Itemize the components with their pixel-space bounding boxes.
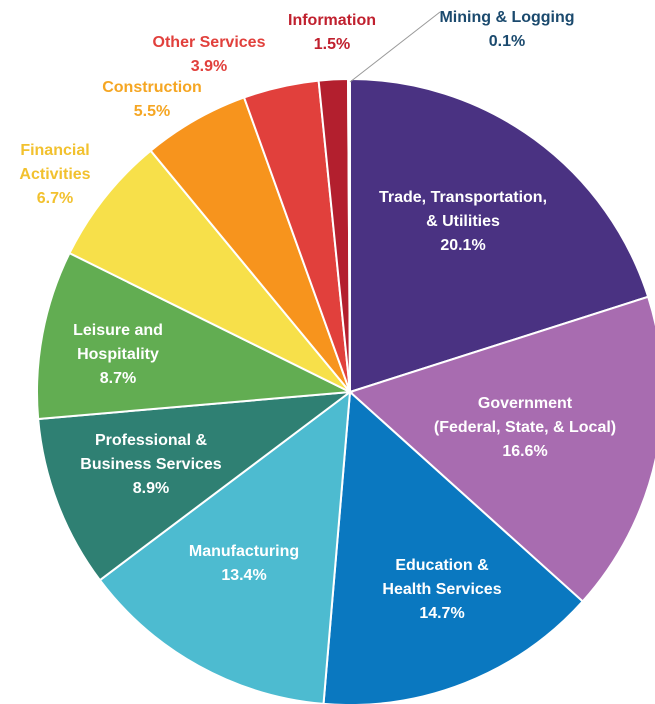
- pie-slice: [322, 389, 585, 704]
- label-line: Mining & Logging: [439, 9, 574, 26]
- value-label: 13.4%: [221, 567, 266, 584]
- label-line: Hospitality: [77, 346, 159, 363]
- pie-slice: [347, 77, 351, 393]
- label-line: (Federal, State, & Local): [434, 419, 616, 436]
- label-line: Trade, Transportation,: [379, 189, 547, 206]
- label-line: Activities: [19, 166, 90, 183]
- value-label: 3.9%: [191, 58, 227, 75]
- value-label: 20.1%: [440, 237, 485, 254]
- category-label: Information: [288, 12, 376, 29]
- label-line: Leisure and: [73, 322, 163, 339]
- value-label: 14.7%: [419, 605, 464, 622]
- value-label: 8.9%: [133, 480, 169, 497]
- label-line: Information: [288, 12, 376, 29]
- category-label: Financial Activities: [19, 142, 90, 183]
- category-label: Professional & Business Services: [80, 432, 222, 473]
- value-label: 5.5%: [134, 103, 170, 120]
- value-label: 6.7%: [37, 190, 73, 207]
- label-line: Professional &: [95, 432, 207, 449]
- label-line: Manufacturing: [189, 543, 299, 560]
- pie-slice: [348, 295, 655, 603]
- category-label: Government (Federal, State, & Local): [434, 395, 616, 436]
- pie-slice: [98, 389, 352, 704]
- pie-slice: [37, 390, 354, 582]
- leader-line: [349, 11, 441, 83]
- value-label: 8.7%: [100, 370, 136, 387]
- label-line: & Utilities: [426, 213, 500, 230]
- value-label: 1.5%: [314, 36, 350, 53]
- category-label: Construction: [102, 79, 202, 96]
- label-line: Construction: [102, 79, 202, 96]
- label-line: Other Services: [153, 34, 266, 51]
- pie-slice: [36, 251, 354, 421]
- pie-slice: [68, 149, 351, 393]
- value-label: 16.6%: [502, 443, 547, 460]
- label-line: Financial: [20, 142, 89, 159]
- category-label: Education & Health Services: [382, 557, 501, 598]
- category-label: Leisure and Hospitality: [73, 322, 163, 363]
- category-label: Other Services: [153, 34, 266, 51]
- label-line: Health Services: [382, 581, 501, 598]
- category-label: Manufacturing: [189, 543, 299, 560]
- label-line: Government: [478, 395, 573, 412]
- pie-slice: [349, 77, 650, 394]
- category-label: Trade, Transportation, & Utilities: [379, 189, 547, 230]
- label-line: Business Services: [80, 456, 222, 473]
- category-label: Mining & Logging: [439, 9, 574, 26]
- label-line: Education &: [395, 557, 489, 574]
- value-label: 0.1%: [489, 33, 525, 50]
